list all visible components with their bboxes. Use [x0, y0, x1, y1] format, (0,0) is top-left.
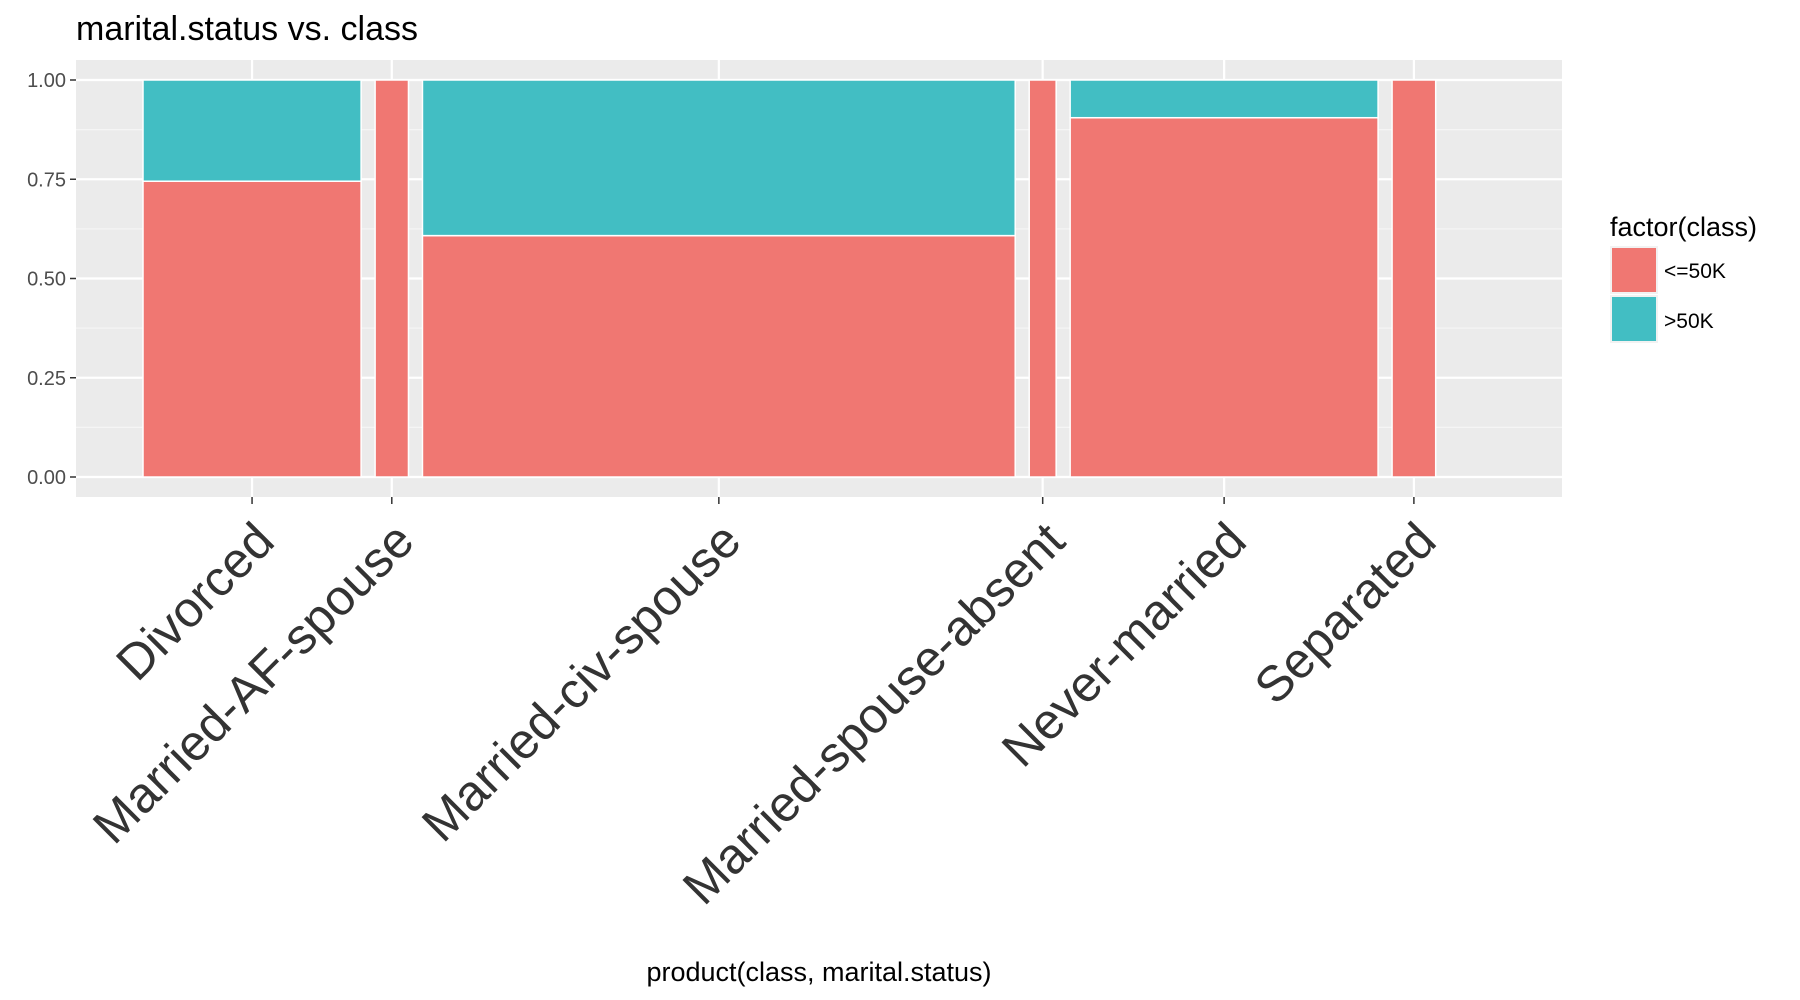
tile-le50k-never-married — [1069, 116, 1379, 478]
tile-le50k-divorced — [142, 180, 362, 478]
legend-title: factor(class) — [1610, 212, 1757, 242]
legend-label-le50k: <=50K — [1664, 260, 1726, 283]
y-tick-label-2: 0.50 — [27, 269, 66, 291]
x-axis-label: product(class, marital.status) — [646, 957, 991, 987]
tile-le50k-married-spouse-absent — [1028, 79, 1057, 478]
tile-gt50k-married-civ-spouse — [421, 79, 1016, 237]
chart-title: marital.status vs. class — [76, 10, 418, 48]
x-tick-label-separated: Separated — [1244, 512, 1447, 715]
x-axis: DivorcedMarried-AF-spouseMarried-civ-spo… — [82, 497, 1446, 915]
tile-le50k-separated — [1391, 79, 1437, 478]
tile-gt50k-divorced — [142, 79, 362, 182]
legend-label-gt50k: >50K — [1664, 310, 1714, 333]
legend-key-gt50k — [1612, 297, 1656, 341]
x-tick-label-married-civ-spouse: Married-civ-spouse — [411, 512, 751, 852]
tile-gt50k-never-married — [1069, 79, 1379, 119]
mosaic-tiles — [142, 79, 1437, 478]
legend-key-le50k — [1612, 248, 1656, 292]
y-tick-label-0: 0.00 — [27, 467, 66, 489]
y-tick-label-4: 1.00 — [27, 70, 66, 92]
legend: factor(class) <=50K >50K — [1610, 212, 1757, 343]
tile-le50k-married-civ-spouse — [421, 234, 1016, 478]
y-tick-label-1: 0.25 — [27, 368, 66, 390]
tile-le50k-married-af-spouse — [374, 79, 410, 478]
y-tick-label-3: 0.75 — [27, 169, 66, 191]
y-axis: 0.00 0.25 0.50 0.75 1.00 — [27, 70, 76, 489]
